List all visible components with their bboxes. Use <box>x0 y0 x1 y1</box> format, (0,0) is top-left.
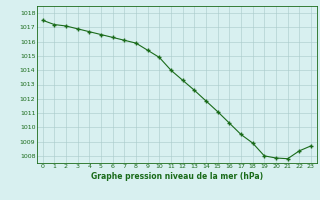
X-axis label: Graphe pression niveau de la mer (hPa): Graphe pression niveau de la mer (hPa) <box>91 172 263 181</box>
